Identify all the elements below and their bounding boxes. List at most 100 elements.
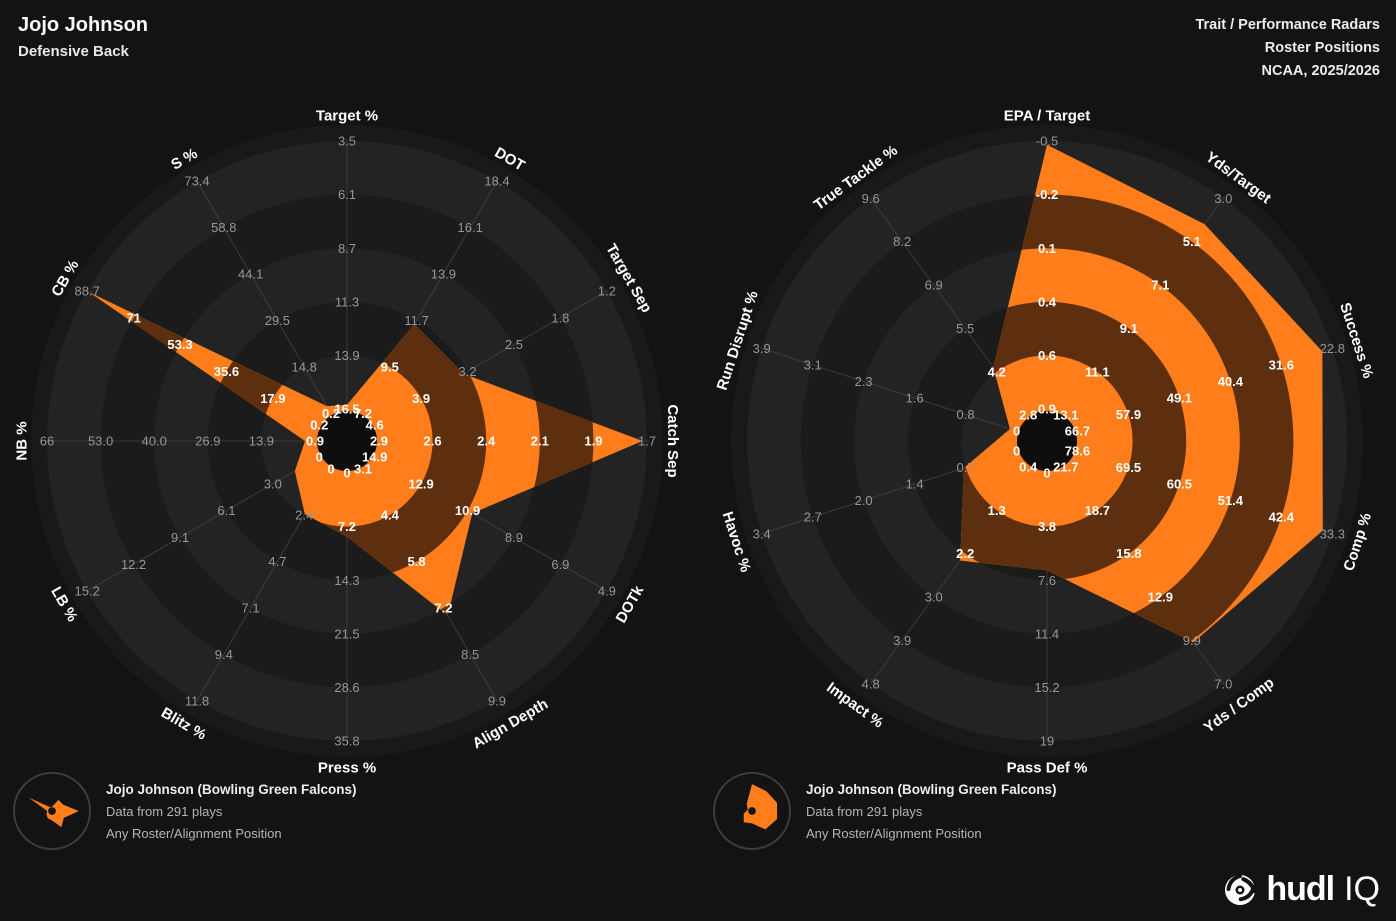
tick-label: 6.9: [551, 557, 569, 572]
axis-label: Catch Sep: [664, 404, 681, 477]
tick-label: 3.0: [1214, 191, 1232, 206]
tick-label: 2.1: [531, 434, 549, 449]
tick-label: 5.1: [1183, 234, 1201, 249]
tick-label: 0: [327, 461, 334, 476]
tick-label: 16.5: [334, 402, 359, 417]
tick-label: 0.2: [322, 406, 340, 421]
tick-label: 2.6: [424, 434, 442, 449]
tick-label: 4.6: [366, 418, 384, 433]
tick-label: 33.3: [1320, 526, 1345, 541]
tick-label: 19: [1040, 734, 1054, 749]
tick-label: 5.8: [408, 554, 426, 569]
tick-label: 2.9: [370, 434, 388, 449]
tick-label: 1.8: [551, 310, 569, 325]
legend-player: Jojo Johnson (Bowling Green Falcons): [806, 781, 1057, 797]
tick-label: 2.2: [956, 546, 974, 561]
tick-label: 3.9: [753, 341, 771, 356]
tick-label: 4.9: [598, 584, 616, 599]
tick-label: 8.2: [893, 234, 911, 249]
tick-label: 11.4: [1035, 626, 1059, 641]
tick-label: 53.3: [167, 337, 192, 352]
tick-label: 3.1: [354, 461, 372, 476]
player-name: Jojo Johnson: [18, 14, 148, 36]
tick-label: 1.2: [598, 284, 616, 299]
tick-label: 7.1: [242, 601, 260, 616]
legend-shape-badge: [713, 772, 791, 850]
report-header: Trait / Performance Radars Roster Positi…: [1195, 14, 1380, 83]
tick-label: 18.7: [1085, 503, 1110, 518]
hudl-iq-logo: hudl IQ: [1222, 870, 1380, 909]
legend-filter: Any Roster/Alignment Position: [806, 825, 982, 841]
tick-label: 17.9: [260, 391, 285, 406]
tick-label: 22.8: [1320, 341, 1345, 356]
tick-label: 11.7: [404, 313, 428, 328]
tick-label: 9.5: [381, 359, 399, 374]
tick-label: 53.0: [88, 434, 113, 449]
tick-label: 31.6: [1269, 357, 1294, 372]
tick-label: 8.7: [338, 241, 356, 256]
tick-label: 2.5: [505, 337, 523, 352]
tick-label: 0.9: [306, 434, 324, 449]
tick-label: 7.1: [1151, 278, 1169, 293]
tick-label: 14.9: [362, 450, 387, 465]
tick-label: -0.5: [1036, 134, 1058, 149]
trait-radar-svg: 16.5 13.9 11.3 8.7 6.1 3.5 Target % 7.2 9.5 11.7 1…: [13, 107, 681, 776]
tick-label: 0.8: [957, 407, 975, 422]
tick-label: 3.0: [925, 590, 943, 605]
tick-label: 14.3: [334, 573, 359, 588]
tick-label: 3.5: [338, 134, 356, 149]
tick-label: 10.9: [455, 503, 480, 518]
tick-label: 1.6: [906, 391, 924, 406]
hudl-swirl-icon: [1225, 873, 1257, 905]
tick-label: 8.5: [461, 647, 479, 662]
tick-label: 71: [126, 310, 140, 325]
tick-label: 7.0: [1214, 676, 1232, 691]
tick-label: 13.1: [1053, 408, 1078, 423]
tick-label: 35.8: [334, 734, 359, 749]
player-position: Defensive Back: [18, 43, 129, 60]
legend-sample: Data from 291 plays: [106, 803, 223, 819]
tick-label: 9.9: [1183, 633, 1201, 648]
tick-label: 0.9: [1038, 402, 1056, 417]
tick-label: -0.2: [1036, 187, 1058, 202]
tick-label: 88.7: [75, 284, 100, 299]
tick-label: 4.2: [988, 364, 1006, 379]
performance-radar-legend: Jojo Johnson (Bowling Green Falcons) Dat…: [713, 772, 1057, 850]
tick-label: 16.1: [458, 220, 483, 235]
hudl-wordmark: hudl: [1266, 870, 1335, 908]
iq-wordmark: IQ: [1344, 870, 1380, 908]
tick-label: 2.8: [1019, 408, 1037, 423]
report-season: NCAA, 2025/2026: [1261, 63, 1381, 79]
legend-sample: Data from 291 plays: [806, 803, 923, 819]
tick-label: 29.5: [265, 313, 290, 328]
tick-label: 9.1: [171, 530, 189, 545]
tick-label: 7.2: [354, 406, 372, 421]
tick-label: 57.9: [1116, 407, 1141, 422]
tick-label: 6.1: [338, 187, 356, 202]
tick-label: 69.5: [1116, 460, 1141, 475]
trait-radar-legend: Jojo Johnson (Bowling Green Falcons) Dat…: [13, 772, 357, 850]
tick-label: 5.5: [956, 321, 974, 336]
trait-radar-chart: 16.5 13.9 11.3 8.7 6.1 3.5 Target % 7.2 9.5 11.7 1…: [0, 81, 707, 801]
tick-label: 9.1: [1120, 321, 1138, 336]
tick-label: 15.2: [75, 584, 100, 599]
tick-label: 40.0: [142, 434, 167, 449]
tick-label: 4.7: [268, 554, 286, 569]
tick-label: 9.9: [488, 693, 506, 708]
tick-label: 13.9: [249, 434, 274, 449]
mini-radar-icon: [743, 784, 778, 830]
tick-label: 12.9: [408, 476, 433, 491]
tick-label: 18.4: [484, 174, 509, 189]
axis-label: Target %: [316, 107, 378, 124]
tick-label: 7.6: [1038, 573, 1056, 588]
legend-player: Jojo Johnson (Bowling Green Falcons): [106, 781, 357, 797]
tick-label: 0: [1013, 424, 1020, 439]
report-title: Trait / Performance Radars: [1195, 17, 1380, 33]
tick-label: 2.4: [295, 508, 313, 523]
tick-label: 0.6: [1038, 348, 1056, 363]
tick-label: 0.1: [1038, 241, 1056, 256]
tick-label: 3.9: [412, 391, 430, 406]
tick-label: 21.7: [1053, 459, 1078, 474]
player-header: Jojo Johnson Defensive Back: [18, 14, 148, 60]
